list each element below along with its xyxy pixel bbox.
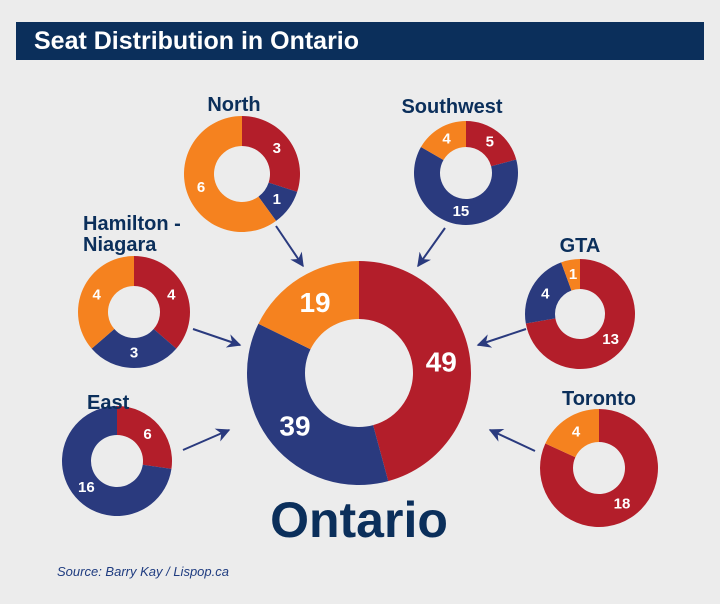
arrow-toronto [488, 428, 536, 452]
donut-north: 3 1 6 North [184, 94, 300, 232]
ontario-value-orange: 19 [299, 287, 330, 318]
toronto-value-red: 18 [614, 495, 631, 512]
gta-label: GTA [560, 235, 601, 257]
source-note: Source: Barry Kay / Lispop.ca [57, 564, 229, 579]
arrow-north [275, 225, 304, 268]
north-slice-red [242, 116, 300, 192]
donut-hamilton-niagara: 4 3 4 Hamilton -Niagara [78, 213, 190, 369]
hamilton-niagara-slice-blue [91, 329, 177, 369]
north-label: North [207, 94, 260, 116]
southwest-value-red: 5 [486, 134, 494, 151]
donut-toronto: 18 4 Toronto [540, 388, 659, 527]
east-label: East [87, 392, 130, 414]
toronto-slice-red [540, 409, 659, 527]
donut-east: 6 16 East [62, 392, 172, 516]
ontario-label: Ontario [270, 492, 448, 548]
gta-value-red: 13 [602, 331, 619, 348]
southwest-value-blue: 15 [453, 203, 470, 220]
page-title: Seat Distribution in Ontario [34, 27, 360, 55]
east-value-blue: 16 [78, 479, 95, 496]
southwest-slice-red [466, 121, 517, 167]
donut-gta: 13 4 1 GTA [525, 235, 635, 369]
southwest-label: Southwest [401, 96, 502, 118]
arrow-gta [476, 328, 527, 348]
north-slice-blue [258, 182, 298, 221]
ontario-value-blue: 39 [279, 410, 310, 441]
toronto-slice-orange [545, 409, 599, 458]
gta-value-orange: 1 [569, 266, 577, 283]
gta-value-blue: 4 [541, 286, 550, 303]
gta-slice-orange [561, 259, 580, 291]
toronto-value-orange: 4 [572, 424, 581, 441]
north-slice-orange [184, 116, 277, 232]
north-value-red: 3 [273, 140, 281, 157]
hamilton-niagara-value-blue: 3 [130, 345, 138, 362]
ontario-value-red: 49 [426, 347, 457, 378]
donut-ontario: 49 39 19 Ontario [246, 261, 472, 548]
gta-slice-red [525, 259, 635, 369]
southwest-value-orange: 4 [442, 131, 451, 148]
arrow-east [182, 428, 231, 451]
arrow-southwest [417, 227, 446, 268]
hamilton-niagara-label-line-1: Hamilton - [83, 213, 181, 235]
toronto-label: Toronto [562, 388, 636, 410]
gta-slice-blue [525, 262, 572, 324]
east-slice-red [117, 406, 172, 469]
southwest-slice-orange [420, 121, 466, 160]
north-value-blue: 1 [273, 191, 281, 208]
ontario-slice-orange [258, 261, 359, 350]
hamilton-niagara-label-line-2: Niagara [83, 234, 157, 256]
hamilton-niagara-slice-orange [78, 256, 134, 349]
hamilton-niagara-value-orange: 4 [93, 286, 102, 303]
title-bar: Seat Distribution in Ontario [16, 22, 704, 60]
ontario-slice-blue [246, 323, 389, 486]
east-value-red: 6 [143, 426, 151, 443]
hamilton-niagara-value-red: 4 [167, 286, 176, 303]
donut-southwest: 5 15 4 Southwest [401, 96, 518, 225]
southwest-slice-blue [413, 147, 518, 225]
north-value-orange: 6 [197, 179, 205, 196]
hamilton-niagara-slice-red [134, 256, 190, 349]
east-slice-blue [62, 406, 172, 516]
arrow-hamilton-niagara [192, 328, 242, 348]
ontario-slice-red [359, 261, 472, 482]
